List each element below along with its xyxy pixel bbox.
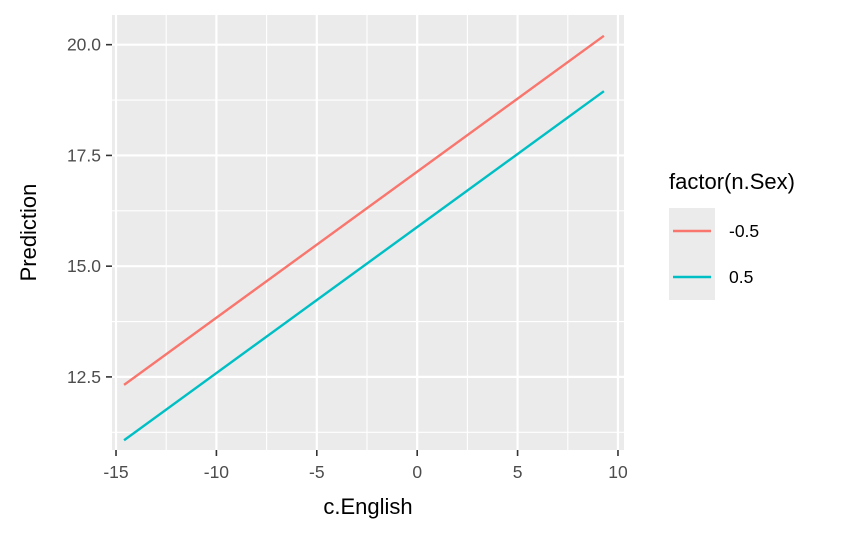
x-tick-label: -5 — [309, 462, 325, 482]
x-tick-label: -10 — [204, 462, 230, 482]
x-axis-title: c.English — [323, 494, 412, 519]
legend: factor(n.Sex) -0.5 0.5 — [669, 169, 795, 300]
legend-title: factor(n.Sex) — [669, 169, 795, 194]
y-tick-label: 15.0 — [67, 256, 101, 276]
y-tick-label: 20.0 — [67, 35, 101, 55]
series-line-1 — [123, 90, 605, 442]
y-axis-title: Prediction — [16, 184, 41, 282]
legend-label: 0.5 — [729, 267, 753, 287]
y-axis: 12.5 15.0 17.5 20.0 — [67, 35, 112, 387]
legend-label: -0.5 — [729, 221, 759, 241]
x-tick-label: 10 — [608, 462, 628, 482]
legend-items: -0.5 0.5 — [669, 208, 759, 300]
x-axis: -15 -10 -5 0 5 10 — [103, 450, 628, 482]
major-gridlines — [112, 15, 624, 450]
x-tick-label: 0 — [412, 462, 422, 482]
series-lines — [123, 34, 605, 442]
x-tick-label: -15 — [103, 462, 128, 482]
y-tick-label: 12.5 — [67, 367, 101, 387]
series-line-0 — [123, 34, 605, 386]
plot-panel — [112, 15, 624, 450]
y-tick-label: 17.5 — [67, 145, 101, 165]
x-tick-label: 5 — [513, 462, 523, 482]
minor-gridlines — [112, 15, 624, 450]
